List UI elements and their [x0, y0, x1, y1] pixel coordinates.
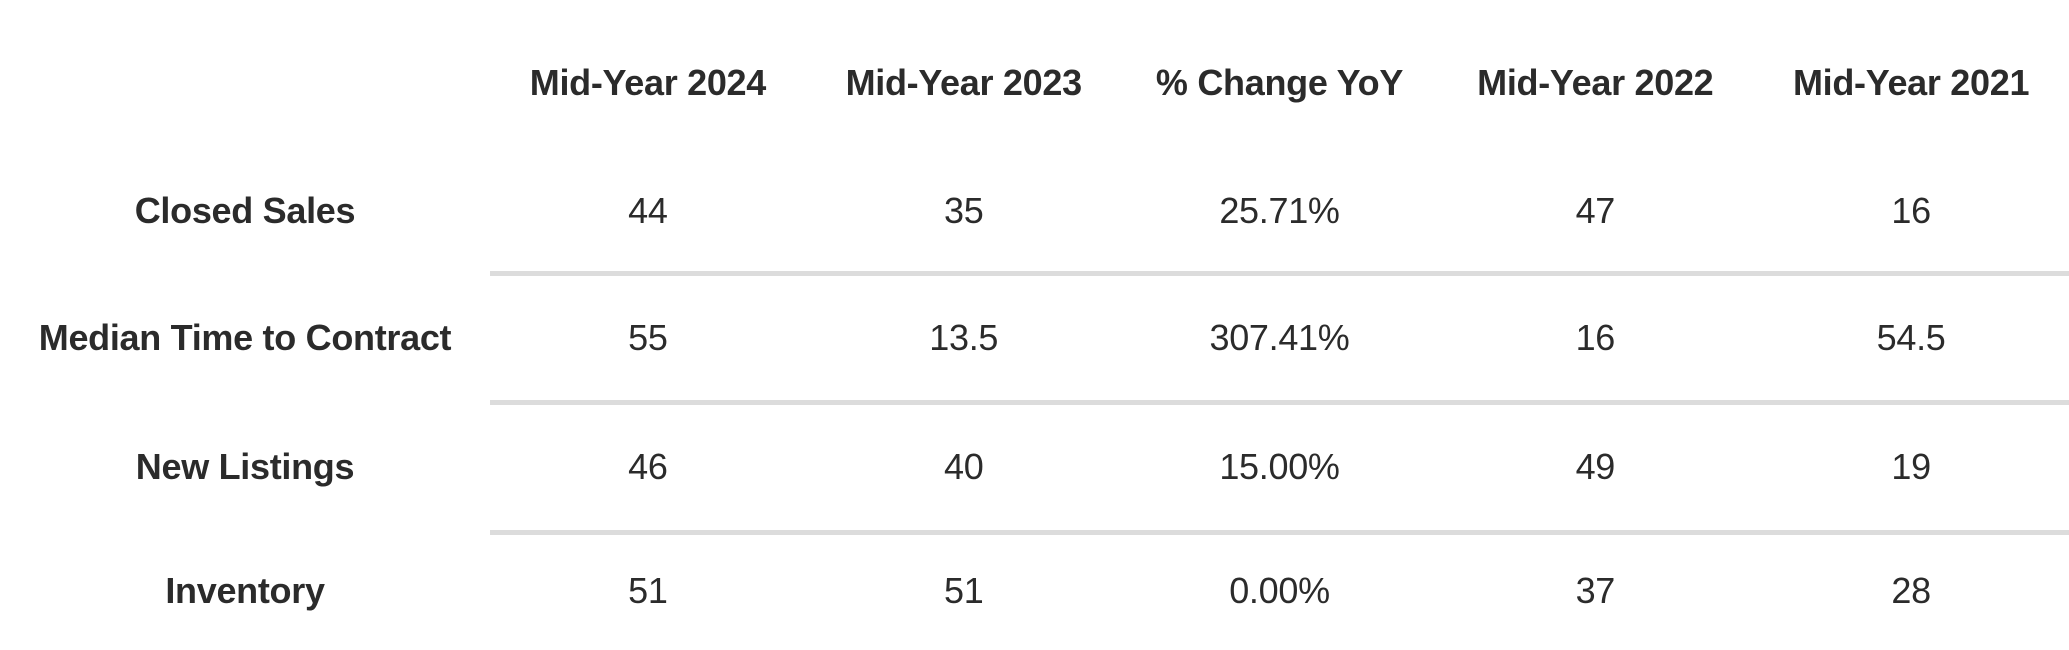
row-label-closed-sales: Closed Sales	[134, 189, 356, 231]
table-row-closed-sales: Closed Sales 44 35 25.71% 47 16	[0, 148, 2069, 273]
column-header-pct-change-yoy: % Change YoY	[1155, 62, 1404, 104]
cell-inventory-2023: 51	[943, 570, 984, 612]
cell-new-listings-2022: 49	[1575, 446, 1616, 488]
cell-new-listings-2021: 19	[1891, 446, 1931, 488]
column-header-mid-year-2023: Mid-Year 2023	[845, 62, 1083, 104]
column-header-mid-year-2024: Mid-Year 2024	[529, 62, 767, 104]
cell-inventory-yoy: 0.00%	[1229, 570, 1330, 612]
cell-closed-sales-2021: 16	[1891, 189, 1931, 231]
cell-median-time-2023: 13.5	[929, 316, 999, 358]
cell-inventory-2022: 37	[1575, 570, 1616, 612]
cell-inventory-2021: 28	[1891, 570, 1931, 612]
table-row-median-time-to-contract: Median Time to Contract 55 13.5 307.41% …	[0, 273, 2069, 402]
row-divider	[490, 530, 2069, 535]
cell-median-time-2021: 54.5	[1876, 316, 1946, 358]
cell-median-time-2024: 55	[628, 316, 668, 358]
row-label-inventory: Inventory	[165, 570, 325, 612]
cell-median-time-yoy: 307.41%	[1209, 316, 1350, 358]
row-label-new-listings: New Listings	[135, 446, 355, 488]
cell-new-listings-2024: 46	[628, 446, 668, 488]
table-row-new-listings: New Listings 46 40 15.00% 49 19	[0, 402, 2069, 532]
row-label-median-time-to-contract: Median Time to Contract	[38, 316, 452, 358]
cell-inventory-2024: 51	[628, 570, 668, 612]
column-header-mid-year-2022: Mid-Year 2022	[1477, 62, 1714, 104]
row-divider	[490, 271, 2069, 276]
cell-new-listings-yoy: 15.00%	[1219, 446, 1340, 488]
cell-closed-sales-2024: 44	[628, 189, 668, 231]
table-row-inventory: Inventory 51 51 0.00% 37 28	[0, 532, 2069, 650]
cell-new-listings-2023: 40	[943, 446, 984, 488]
cell-closed-sales-2023: 35	[943, 189, 984, 231]
cell-closed-sales-2022: 47	[1575, 189, 1616, 231]
column-header-mid-year-2021: Mid-Year 2021	[1792, 62, 2030, 104]
table-header-row: Mid-Year 2024 Mid-Year 2023 % Change YoY…	[0, 0, 2069, 148]
row-divider	[490, 400, 2069, 405]
cell-closed-sales-yoy: 25.71%	[1219, 189, 1340, 231]
cell-median-time-2022: 16	[1575, 316, 1616, 358]
